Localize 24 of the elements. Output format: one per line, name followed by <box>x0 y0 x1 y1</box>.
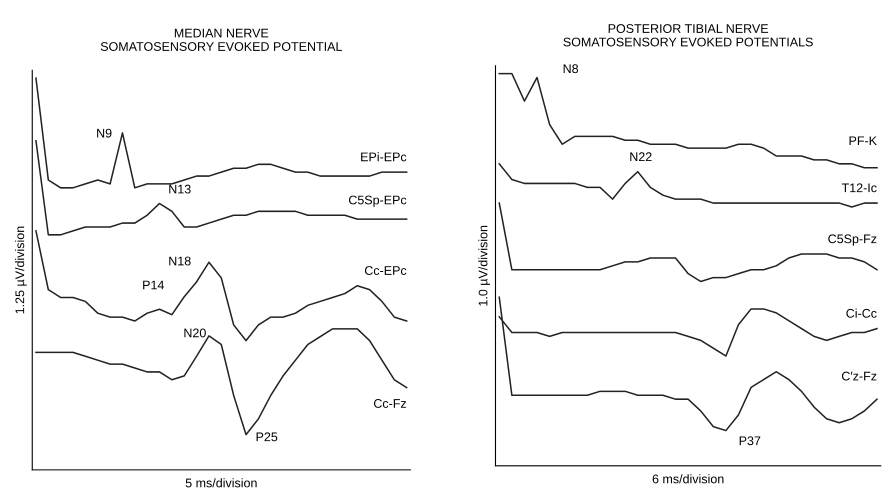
annotation: N22 <box>630 152 652 162</box>
text: N8 <box>564 64 578 74</box>
annotation: N20 <box>184 328 206 338</box>
series-label: C5Sp-EPc <box>348 196 406 207</box>
series-label: T12-Ic <box>842 183 877 192</box>
chart-title: MEDIAN NERVE SOMATOSENSORY EVOKED POTENTIAL <box>100 28 342 51</box>
series-label: C′z-Fz <box>842 372 876 381</box>
annotation: P25 <box>256 432 278 442</box>
series-label: Cc-EPc <box>364 266 406 275</box>
x-axis-title: 6 ms/division <box>652 474 724 484</box>
series-label: EPi-EPc <box>361 152 406 162</box>
annotation: P37 <box>740 436 760 446</box>
y-axis-title: 1.0 µV/division <box>478 226 490 306</box>
annotation: N18 <box>169 256 191 266</box>
series-label: PF-K <box>850 136 877 146</box>
y-axis-title: 1.25 µV/division <box>15 226 27 314</box>
x-axis-title: 5 ms/division <box>186 478 257 488</box>
chart-title: POSTERIOR TIBIAL NERVE SOMATOSENSORY EVOKED POTENTIALS <box>563 24 813 46</box>
annotation: N13 <box>169 184 191 194</box>
annotation: P14 <box>143 280 164 290</box>
annotation: N9 <box>97 128 112 138</box>
series-label: Cc-Fz <box>374 399 406 408</box>
series-label: C5Sp-Fz <box>828 234 876 246</box>
series-label: Ci-Cc <box>846 308 877 318</box>
